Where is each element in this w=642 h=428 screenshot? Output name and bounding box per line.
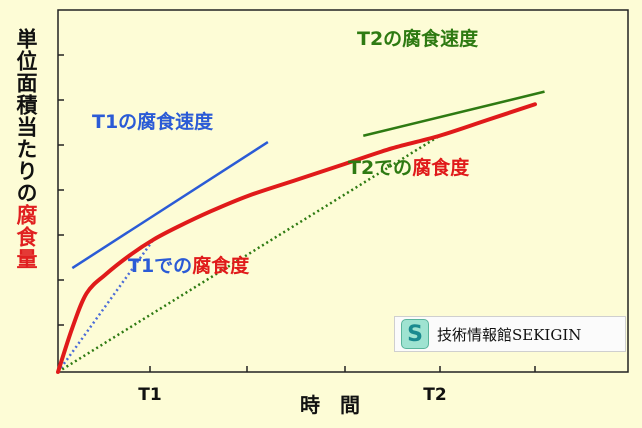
annotation-t1-avg: T1での腐食度 bbox=[128, 254, 250, 277]
annotation-t1-avg-plain: T1での bbox=[128, 255, 192, 277]
y-axis-label-plain: 単位面積当たりの bbox=[14, 28, 38, 204]
annotation-t2-avg-emphasis: 腐食度 bbox=[412, 156, 470, 179]
annotation-t2-avg: T2での腐食度 bbox=[348, 156, 470, 179]
x-axis-label: 時 間 bbox=[300, 393, 360, 417]
annotation-t2-rate: T2の腐食速度 bbox=[357, 27, 479, 50]
y-axis-label-emphasis: 腐食量 bbox=[14, 204, 38, 270]
tangent-line-2 bbox=[362, 90, 545, 137]
annotation-t1-avg-emphasis: 腐食度 bbox=[192, 254, 250, 277]
x-tick-label-t1: T1 bbox=[138, 385, 161, 405]
sekigin-logo-icon: S bbox=[401, 319, 429, 349]
tangent-line-1 bbox=[71, 140, 269, 270]
annotation-t1-rate: T1の腐食速度 bbox=[92, 110, 214, 133]
x-tick-label-t2: T2 bbox=[423, 385, 446, 405]
plot-area bbox=[57, 9, 629, 373]
secant-line-1 bbox=[56, 238, 155, 373]
annotation-t2-avg-plain: T2での bbox=[348, 157, 412, 179]
watermark-box: S 技術情報館SEKIGIN bbox=[394, 316, 626, 352]
y-axis-label: 単位面積当たりの腐食量 bbox=[14, 28, 38, 270]
corrosion-curve bbox=[56, 102, 537, 374]
watermark-text: 技術情報館SEKIGIN bbox=[437, 325, 582, 344]
